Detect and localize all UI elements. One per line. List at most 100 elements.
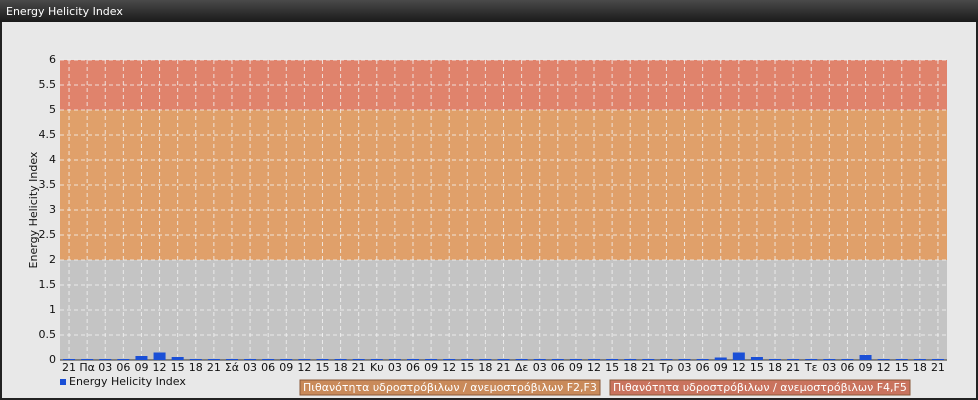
x-tick-label: 18: [478, 361, 492, 374]
band-legend-box: [609, 379, 911, 396]
bar: [81, 359, 94, 360]
bar: [823, 359, 836, 360]
x-tick-label: 09: [134, 361, 148, 374]
x-tick-label: 03: [243, 361, 257, 374]
x-tick-label: 15: [605, 361, 619, 374]
x-tick-label: 09: [424, 361, 438, 374]
x-tick-label: 12: [732, 361, 746, 374]
x-tick-label: 06: [261, 361, 275, 374]
bar: [606, 359, 619, 360]
x-tick-label: 18: [189, 361, 203, 374]
y-tick-label: 0.5: [39, 328, 57, 341]
x-tick-label: 18: [913, 361, 927, 374]
bar: [931, 359, 944, 360]
y-tick-label: 4.5: [39, 128, 57, 141]
bar: [370, 359, 383, 360]
y-tick-label: 6: [49, 53, 56, 66]
bar: [877, 359, 890, 360]
bar: [913, 359, 926, 360]
bar: [461, 359, 474, 360]
bar: [805, 359, 818, 360]
x-tick-label: Πα: [79, 361, 95, 374]
bar: [678, 359, 691, 360]
x-tick-label: 21: [62, 361, 76, 374]
bar: [515, 359, 528, 360]
bar: [841, 359, 854, 360]
x-tick-label: Δε: [515, 361, 529, 374]
y-tick-label: 1: [49, 303, 56, 316]
bar: [588, 359, 601, 360]
band-legend-label: Πιθανότητα υδροστρόβιλων / ανεμοστρόβιλω…: [303, 381, 597, 394]
x-tick-label: 06: [116, 361, 130, 374]
bar: [207, 359, 220, 360]
bar: [153, 352, 166, 360]
x-tick-label: 18: [768, 361, 782, 374]
x-tick-label: 06: [696, 361, 710, 374]
y-tick-label: 2.5: [39, 228, 57, 241]
bar: [660, 359, 673, 360]
bar: [787, 359, 800, 360]
bar: [443, 359, 456, 360]
x-tick-label: 21: [207, 361, 221, 374]
bar: [624, 359, 637, 360]
bar: [696, 359, 709, 360]
x-tick-label: 06: [406, 361, 420, 374]
x-tick-label: 03: [98, 361, 112, 374]
x-tick-label: 03: [678, 361, 692, 374]
y-tick-label: 3: [49, 203, 56, 216]
bar: [714, 357, 727, 360]
bar: [750, 357, 763, 360]
bar: [280, 359, 293, 360]
x-tick-label: 21: [352, 361, 366, 374]
bar: [406, 359, 419, 360]
band-legend-box: [299, 379, 601, 396]
bar: [569, 359, 582, 360]
y-tick-label: 4: [49, 153, 56, 166]
x-tick-label: 03: [388, 361, 402, 374]
x-tick-label: 09: [714, 361, 728, 374]
y-tick-label: 5.5: [39, 78, 57, 91]
x-tick-label: 03: [533, 361, 547, 374]
x-tick-label: 18: [623, 361, 637, 374]
x-tick-label: 03: [822, 361, 836, 374]
y-tick-label: 3.5: [39, 178, 57, 191]
x-tick-label: 09: [279, 361, 293, 374]
x-tick-label: 18: [334, 361, 348, 374]
bar: [769, 359, 782, 360]
bar: [262, 359, 275, 360]
window-title: Energy Helicity Index: [6, 5, 123, 18]
x-tick-label: 12: [297, 361, 311, 374]
band-legend-label: Πιθανότητα υδροστρόβιλων / ανεμοστρόβιλω…: [613, 381, 907, 394]
bar: [135, 356, 148, 360]
x-tick-label: Τε: [804, 361, 818, 374]
x-tick-label: 09: [859, 361, 873, 374]
title-bar: [0, 0, 978, 22]
bar: [63, 359, 76, 360]
bar: [352, 359, 365, 360]
bar: [642, 359, 655, 360]
x-tick-label: 12: [442, 361, 456, 374]
y-tick-label: 2: [49, 253, 56, 266]
x-tick-label: Σά: [225, 361, 239, 374]
bar: [859, 355, 872, 360]
bar: [497, 359, 510, 360]
bar: [225, 359, 238, 360]
y-tick-label: 0: [49, 353, 56, 366]
y-tick-label: 5: [49, 103, 56, 116]
x-tick-label: 15: [171, 361, 185, 374]
bar: [244, 359, 257, 360]
x-tick-label: Τρ: [659, 361, 674, 374]
bar: [99, 359, 112, 360]
x-tick-label: 15: [750, 361, 764, 374]
bar: [388, 359, 401, 360]
bar: [189, 359, 202, 360]
bar: [533, 359, 546, 360]
x-tick-label: 06: [551, 361, 565, 374]
x-tick-label: 12: [153, 361, 167, 374]
y-axis-label: Energy Helicity Index: [27, 151, 40, 268]
x-tick-label: 06: [840, 361, 854, 374]
x-tick-label: 21: [497, 361, 511, 374]
legend-label: Energy Helicity Index: [69, 375, 186, 388]
x-tick-label: 15: [460, 361, 474, 374]
